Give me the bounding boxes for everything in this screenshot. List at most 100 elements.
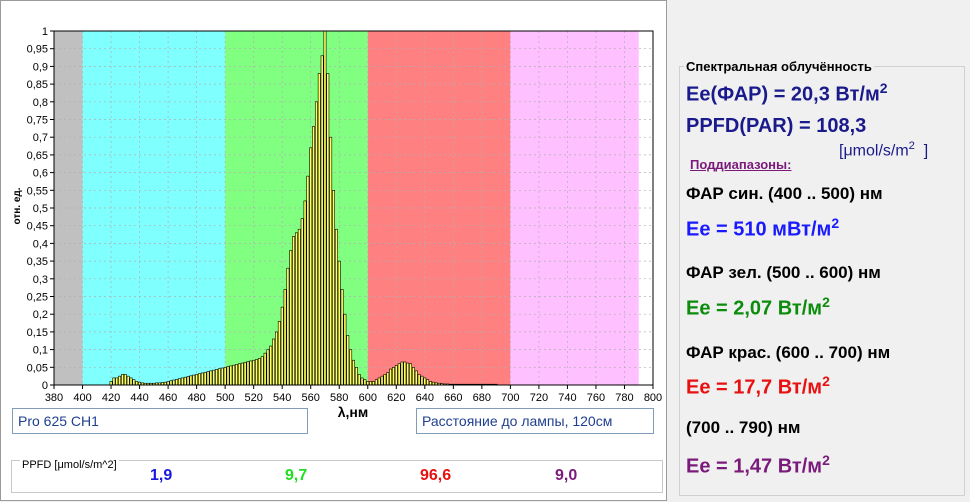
spectrum-bar — [332, 190, 335, 386]
spectrum-bar — [123, 374, 127, 386]
spectrum-bar — [166, 381, 170, 386]
y-tick-label: 0,45 — [27, 221, 48, 233]
spectrum-bar — [226, 366, 230, 386]
spectrum-bar — [118, 375, 122, 386]
spectrum-bar — [420, 375, 424, 386]
spectrum-bar — [397, 363, 401, 386]
spectrum-bar — [363, 379, 367, 386]
spectrum-bar — [257, 358, 261, 386]
spectrum-bar — [175, 379, 179, 386]
spectrum-bar — [429, 381, 432, 386]
spectrum-bar — [246, 361, 250, 386]
farred-range: (700 .. 790) нм — [686, 418, 801, 437]
spectrum-bar — [417, 374, 421, 386]
panel-title: Спектральная облучённость — [684, 59, 874, 74]
distance-field[interactable]: Расстояние до лампы, 120см — [416, 408, 654, 434]
spectrum-bar — [283, 289, 287, 386]
spectrum-bar — [126, 375, 130, 386]
spectrum-bar — [403, 361, 407, 386]
spectrum-bar — [203, 371, 207, 386]
spectrum-bar — [255, 359, 258, 386]
red-range: ФАР крас. (600 .. 700) нм — [686, 343, 891, 362]
x-tick-label: 500 — [216, 392, 234, 404]
x-tick-label: 420 — [102, 392, 120, 404]
spectrum-bar — [300, 218, 304, 386]
spectrum-bar — [366, 381, 370, 386]
y-tick-label: 0,4 — [33, 238, 48, 250]
ppfd-group: PPFD [μmol/s/m^2] 1,9 9,7 96,6 9,0 — [11, 459, 663, 493]
spectrum-bar — [260, 356, 264, 386]
spectrum-bar — [374, 379, 378, 386]
y-tick-label: 0,8 — [33, 97, 48, 109]
spectrum-bar — [212, 369, 216, 386]
y-tick-label: 0,5 — [33, 203, 48, 215]
ppfd-blue-value: 1,9 — [150, 467, 173, 484]
spectrum-bar — [406, 362, 410, 386]
chart-panel: 0 0,05 0,1 0,15 0,2 0,25 0,3 0,35 0,4 0,45 0,5 0,55… — [0, 0, 667, 501]
ppfd-green-value: 9,7 — [285, 467, 308, 484]
spectrum-bar — [109, 381, 113, 386]
x-tick-label: 440 — [130, 392, 148, 404]
spectrum-bar — [243, 362, 247, 386]
ee-par: Ee(ФАР) = 20,3 Вт/м2 — [686, 80, 888, 106]
spectrum-bar — [249, 360, 253, 386]
spectrum-bar — [189, 375, 193, 386]
spectrum-bar — [360, 377, 364, 386]
green-ee: Ee = 2,07 Вт/м2 — [686, 294, 830, 320]
x-tick-label: 740 — [558, 392, 576, 404]
spectrum-bar — [314, 101, 318, 386]
y-tick-label: 1 — [42, 26, 48, 38]
lamp-name-field[interactable]: Pro 625 CH1 — [12, 408, 308, 434]
spectrum-bar — [320, 55, 324, 386]
y-tick-label: 0,75 — [27, 115, 48, 127]
spectrum-bar — [183, 376, 187, 386]
y-tick-label: 0,65 — [27, 150, 48, 162]
x-tick-label: 520 — [244, 392, 262, 404]
y-tick-label: 0,35 — [27, 256, 48, 268]
spectrum-bar — [306, 175, 310, 386]
spectrum-bar — [394, 365, 398, 386]
spectrum-bar — [383, 374, 387, 386]
spectrum-bar — [386, 372, 390, 386]
x-tick-label: 560 — [302, 392, 320, 404]
spectrum-bar — [312, 126, 316, 386]
spectrum-bar — [411, 366, 415, 386]
ppfd-par: PPFD(PAR) = 108,3 — [686, 115, 867, 137]
spectrum-bar — [354, 366, 358, 386]
spectrum-bar — [121, 374, 124, 386]
spectrum-bar — [343, 313, 347, 386]
spectrum-bar — [135, 381, 139, 386]
band-0 — [54, 31, 83, 385]
y-tick-label: 0,85 — [27, 79, 48, 91]
y-axis-label: отн. ед. — [12, 187, 23, 224]
spectrum-bar — [323, 30, 327, 386]
y-tick-label: 0,05 — [27, 362, 48, 374]
x-tick-label: 760 — [587, 392, 605, 404]
y-tick-label: 0,25 — [27, 292, 48, 304]
spectrum-bar — [400, 361, 404, 386]
spectrum-bar — [266, 349, 270, 386]
spectrum-bar — [280, 306, 284, 386]
green-range: ФАР зел. (500 .. 600) нм — [686, 263, 881, 282]
spectrum-bar — [414, 370, 418, 386]
spectrum-bar — [132, 379, 136, 386]
spectrum-bar — [377, 377, 381, 386]
x-tick-label: 680 — [473, 392, 491, 404]
x-tick-label: 380 — [45, 392, 63, 404]
x-tick-label: 660 — [444, 392, 462, 404]
spectrum-bar — [369, 381, 373, 386]
lamp-name-text: Pro 625 CH1 — [18, 413, 99, 429]
band-1 — [82, 31, 226, 385]
x-axis-label: λ,нм — [338, 404, 369, 420]
x-tick-label: 460 — [159, 392, 177, 404]
spectrum-bar — [352, 359, 355, 386]
red-ee: Ee = 17,7 Вт/м2 — [686, 373, 830, 399]
spectrum-bar — [329, 136, 333, 386]
spectrum-bar — [309, 147, 313, 386]
spectrum-bar — [252, 359, 256, 386]
spectrum-bar — [217, 368, 221, 386]
x-tick-label: 540 — [273, 392, 291, 404]
ppfd-farred-value: 9,0 — [555, 467, 578, 484]
spectrum-bar — [391, 366, 395, 386]
spectrum-bar — [172, 379, 176, 386]
